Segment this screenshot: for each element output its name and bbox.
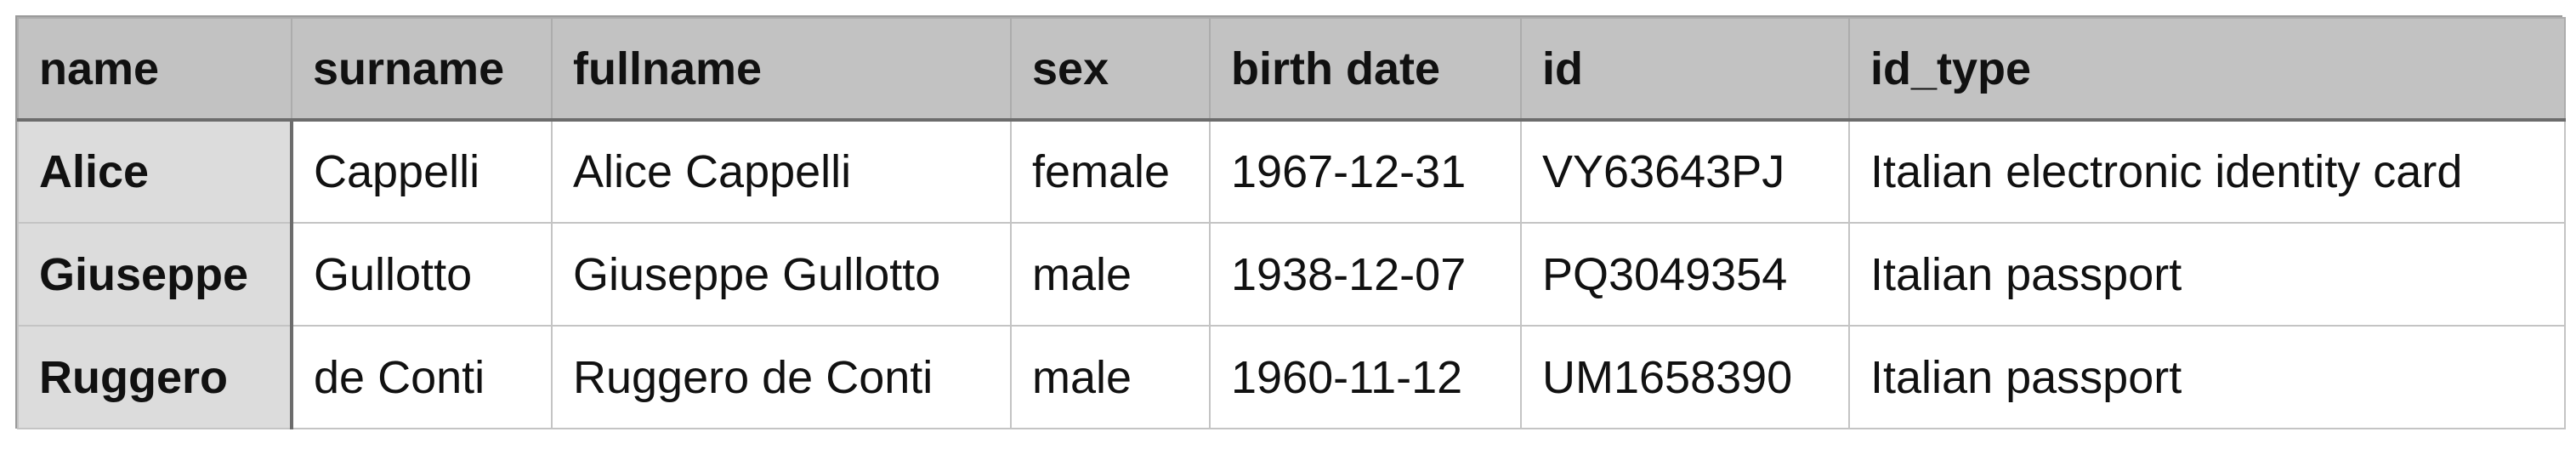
cell-id: UM1658390 [1520, 325, 1850, 429]
column-header-id-type: id_type [1848, 17, 2566, 122]
cell-birth-date: 1967-12-31 [1209, 119, 1522, 224]
column-header-fullname: fullname [551, 17, 1012, 122]
table-row: Giuseppe Gullotto Giuseppe Gullotto male… [17, 222, 2566, 327]
cell-id: PQ3049354 [1520, 222, 1850, 327]
row-header-name: Giuseppe [17, 222, 293, 327]
cell-birth-date: 1960-11-12 [1209, 325, 1522, 429]
data-table-container: name surname fullname sex birth date id … [15, 15, 2566, 429]
cell-id-type: Italian passport [1848, 222, 2566, 327]
column-header-sex: sex [1010, 17, 1211, 122]
cell-sex: female [1010, 119, 1211, 224]
table-body: Alice Cappelli Alice Cappelli female 196… [17, 119, 2566, 429]
cell-surname: Cappelli [291, 119, 553, 224]
row-header-name: Ruggero [17, 325, 293, 429]
row-header-name: Alice [17, 119, 293, 224]
header-row: name surname fullname sex birth date id … [17, 17, 2566, 122]
cell-sex: male [1010, 222, 1211, 327]
column-header-surname: surname [291, 17, 553, 122]
cell-id-type: Italian passport [1848, 325, 2566, 429]
cell-sex: male [1010, 325, 1211, 429]
cell-id: VY63643PJ [1520, 119, 1850, 224]
column-header-id: id [1520, 17, 1850, 122]
cell-id-type: Italian electronic identity card [1848, 119, 2566, 224]
people-table: name surname fullname sex birth date id … [17, 17, 2566, 429]
cell-fullname: Giuseppe Gullotto [551, 222, 1012, 327]
table-header: name surname fullname sex birth date id … [17, 17, 2566, 122]
cell-surname: de Conti [291, 325, 553, 429]
table-row: Ruggero de Conti Ruggero de Conti male 1… [17, 325, 2566, 429]
table-row: Alice Cappelli Alice Cappelli female 196… [17, 119, 2566, 224]
column-header-birth-date: birth date [1209, 17, 1522, 122]
column-header-name: name [17, 17, 292, 122]
cell-surname: Gullotto [291, 222, 553, 327]
cell-fullname: Ruggero de Conti [551, 325, 1012, 429]
cell-birth-date: 1938-12-07 [1209, 222, 1522, 327]
cell-fullname: Alice Cappelli [551, 119, 1012, 224]
